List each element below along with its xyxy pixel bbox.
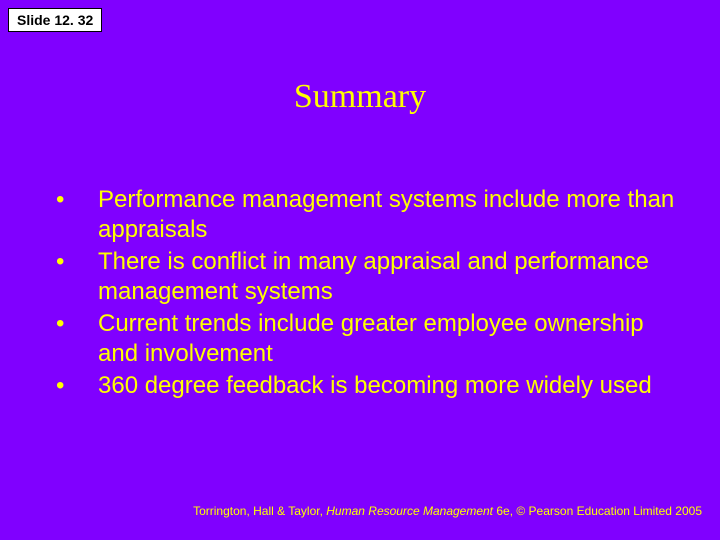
bullet-mark-icon: • <box>48 309 98 339</box>
bullet-row: • Current trends include greater employe… <box>48 309 680 369</box>
footer-italic: Human Resource Management <box>326 504 496 518</box>
bullet-text: Performance management systems include m… <box>98 185 680 245</box>
slide-number-box: Slide 12. 32 <box>8 8 102 32</box>
bullet-mark-icon: • <box>48 247 98 277</box>
footer-suffix: 6e, © Pearson Education Limited 2005 <box>496 504 702 518</box>
footer-prefix: Torrington, Hall & Taylor, <box>193 504 326 518</box>
bullet-text: Current trends include greater employee … <box>98 309 680 369</box>
slide-number-label: Slide 12. 32 <box>17 12 93 28</box>
slide-content: • Performance management systems include… <box>48 185 680 403</box>
bullet-mark-icon: • <box>48 185 98 215</box>
bullet-text: 360 degree feedback is becoming more wid… <box>98 371 652 401</box>
slide: Slide 12. 32 Summary • Performance manag… <box>0 0 720 540</box>
bullet-text: There is conflict in many appraisal and … <box>98 247 680 307</box>
bullet-row: • There is conflict in many appraisal an… <box>48 247 680 307</box>
slide-footer: Torrington, Hall & Taylor, Human Resourc… <box>193 504 702 518</box>
bullet-mark-icon: • <box>48 371 98 401</box>
slide-title: Summary <box>0 78 720 116</box>
bullet-row: • Performance management systems include… <box>48 185 680 245</box>
bullet-row: • 360 degree feedback is becoming more w… <box>48 371 680 401</box>
